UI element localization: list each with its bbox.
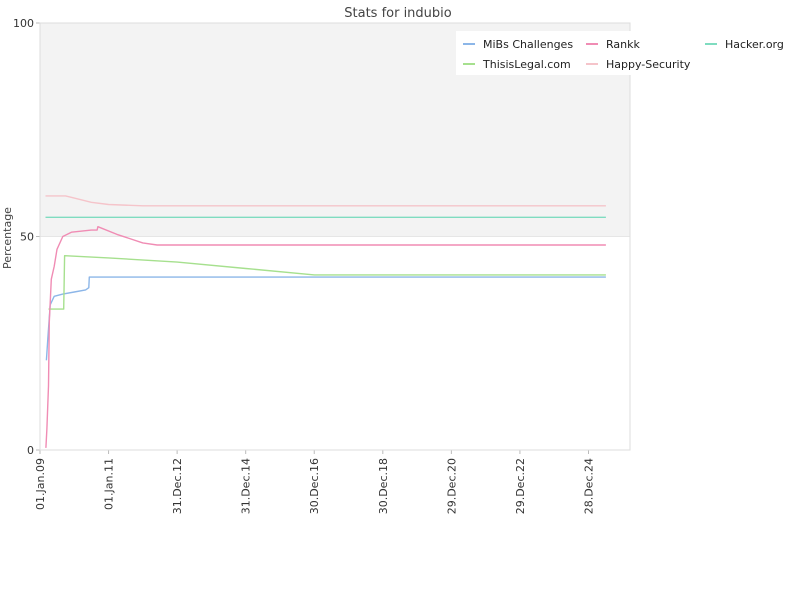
series-layer [45, 195, 606, 448]
legend-label: MiBs Challenges [483, 38, 573, 51]
x-tick-label: 31.Dec.12 [171, 458, 184, 514]
legend-box [456, 31, 700, 75]
x-tick-label: 30.Dec.18 [377, 458, 390, 514]
y-tick-label: 100 [13, 17, 34, 30]
chart-title: Stats for indubio [344, 6, 452, 21]
legend-label: Hacker.org [725, 38, 784, 51]
x-tick-label: 28.Dec.24 [582, 458, 595, 514]
legend: MiBs Challenges ThisisLegal.com Rankk Happy… [456, 31, 784, 75]
y-axis-label: Percentage [1, 207, 14, 269]
x-tick-label: 29.Dec.22 [514, 458, 527, 514]
y-tick-label: 50 [20, 231, 34, 244]
series-line-rankk [45, 225, 606, 448]
x-tick-label: 31.Dec.14 [240, 458, 253, 514]
y-axis: 0 50 100 [13, 17, 40, 457]
series-line-happy-security [45, 195, 606, 207]
legend-label: Happy-Security [606, 58, 691, 71]
x-tick-label: 29.Dec.20 [445, 458, 458, 514]
legend-label: Rankk [606, 38, 640, 51]
x-axis: 01.Jan.09 01.Jan.11 31.Dec.12 31.Dec.14 30.D… [34, 450, 595, 514]
plot-frame [39, 22, 631, 451]
series-line-thisislegal-com [48, 254, 606, 310]
x-tick-label: 01.Jan.09 [34, 458, 47, 510]
x-tick-label: 30.Dec.16 [308, 458, 321, 514]
legend-label: ThisisLegal.com [482, 58, 571, 71]
x-tick-label: 01.Jan.11 [103, 458, 116, 510]
y-tick-label: 0 [27, 444, 34, 457]
